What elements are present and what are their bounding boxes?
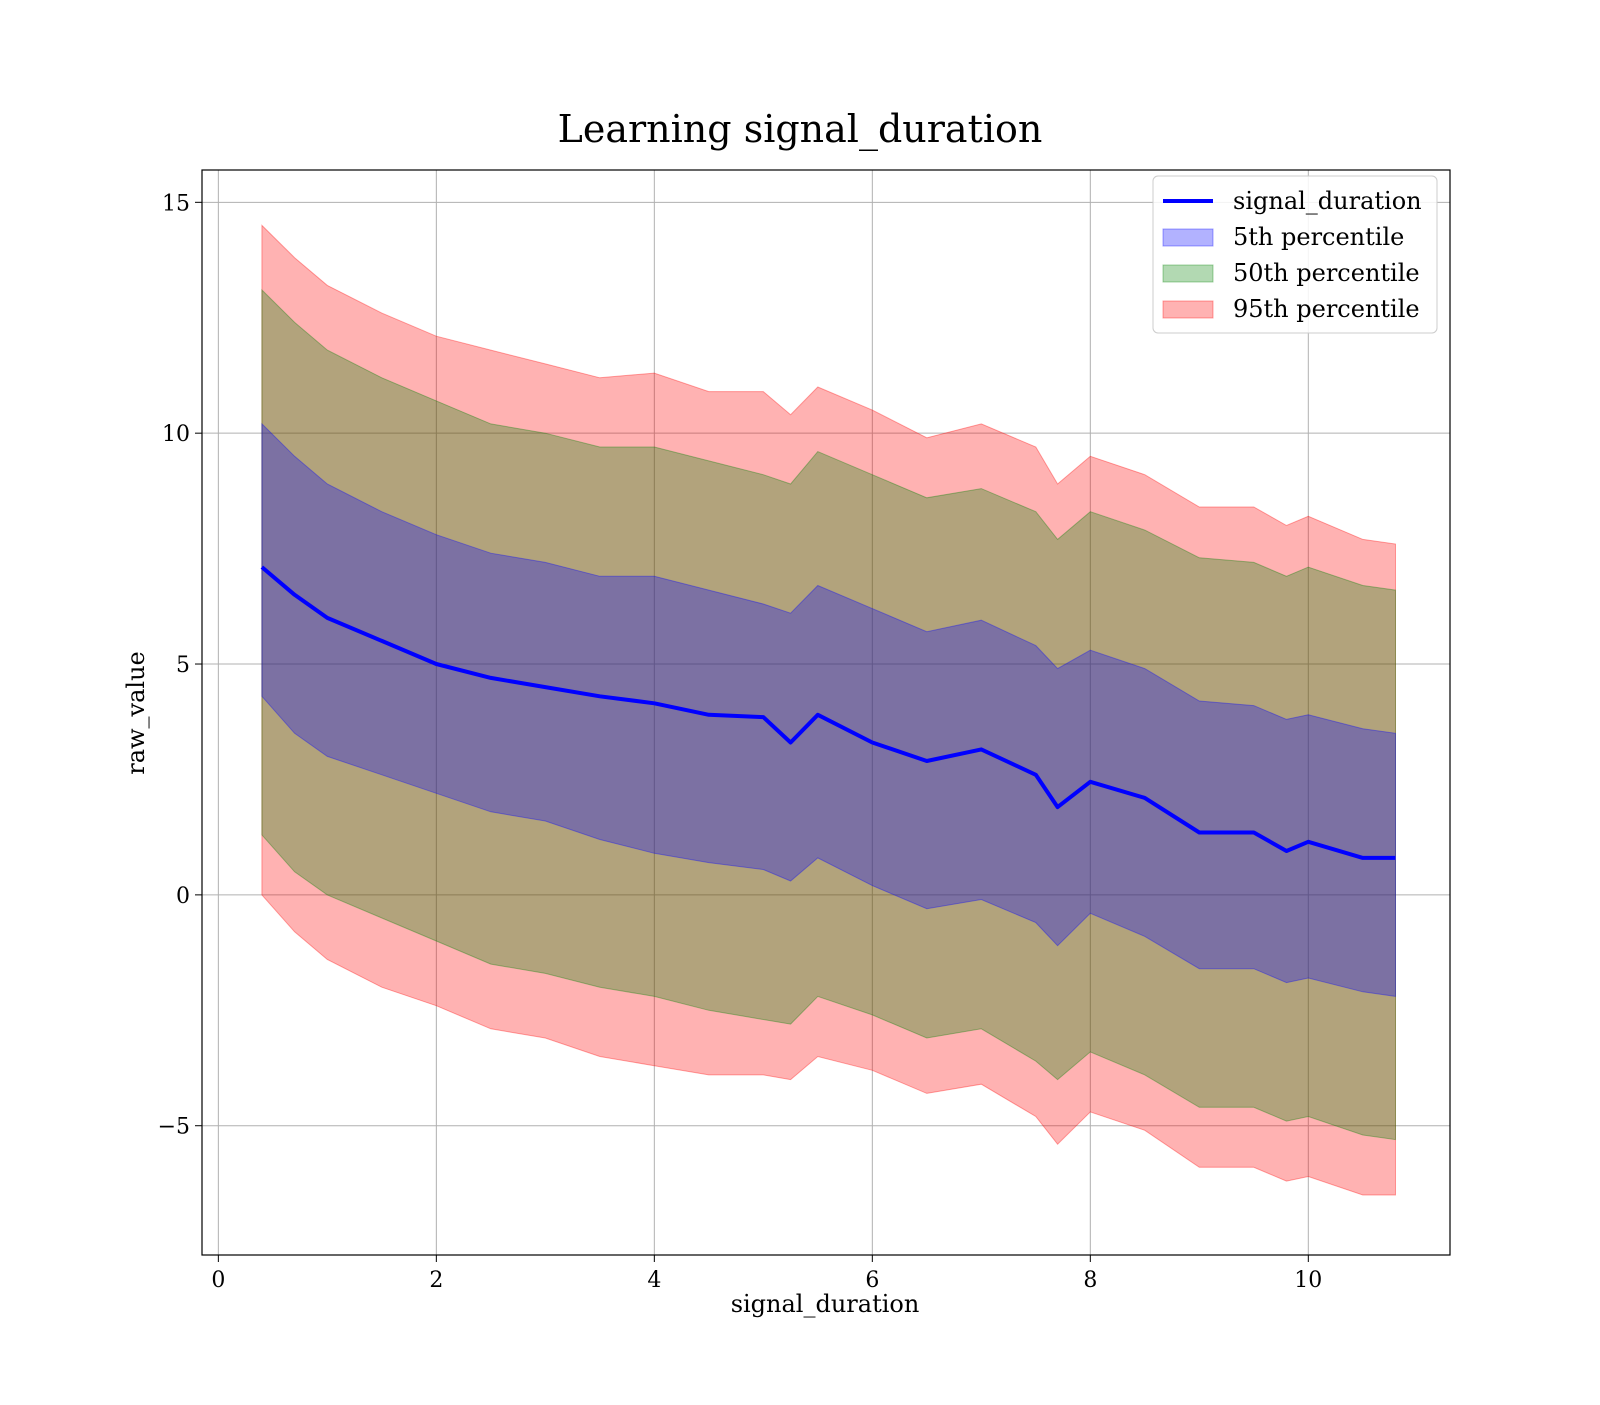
series-line-layer [260, 565, 1396, 860]
x-tick-label: 0 [211, 1268, 225, 1293]
legend-label: signal_duration [1233, 187, 1422, 215]
y-tick-label: 10 [162, 422, 190, 447]
legend-swatch-band [1162, 264, 1214, 283]
legend: signal_duration 5th percentile 50th percen… [1152, 175, 1438, 334]
x-tick-label: 4 [647, 1268, 661, 1293]
y-axis-label: raw_value [122, 651, 150, 775]
legend-swatch-band [1162, 228, 1214, 247]
legend-label: 95th percentile [1233, 295, 1420, 323]
series-line-signal-duration [260, 565, 1396, 860]
band-95th-percentile [261, 224, 1396, 1196]
chart-title: Learning signal_duration [558, 107, 1043, 152]
band-5th-percentile [261, 422, 1396, 997]
legend-label: 5th percentile [1233, 223, 1404, 251]
legend-box [1152, 175, 1438, 334]
y-tick-label: 15 [162, 191, 190, 216]
legend-label: 50th percentile [1233, 259, 1420, 287]
axis-ticks: 0 2 4 6 8 10 −5 0 5 10 15 [158, 191, 1323, 1293]
x-tick-label: 6 [865, 1268, 879, 1293]
x-tick-label: 2 [429, 1268, 443, 1293]
y-tick-label: 0 [176, 884, 190, 909]
grid-lines [202, 170, 1450, 1255]
y-tick-label: −5 [158, 1115, 190, 1140]
x-axis-label: signal_duration [731, 1290, 920, 1318]
plot-frame [201, 169, 1451, 1256]
y-tick-label: 5 [176, 653, 190, 678]
x-tick-label: 10 [1294, 1268, 1322, 1293]
percentile-bands [261, 224, 1396, 1196]
x-tick-label: 8 [1083, 1268, 1097, 1293]
band-50th-percentile [261, 288, 1396, 1141]
legend-swatch-band [1162, 300, 1214, 319]
